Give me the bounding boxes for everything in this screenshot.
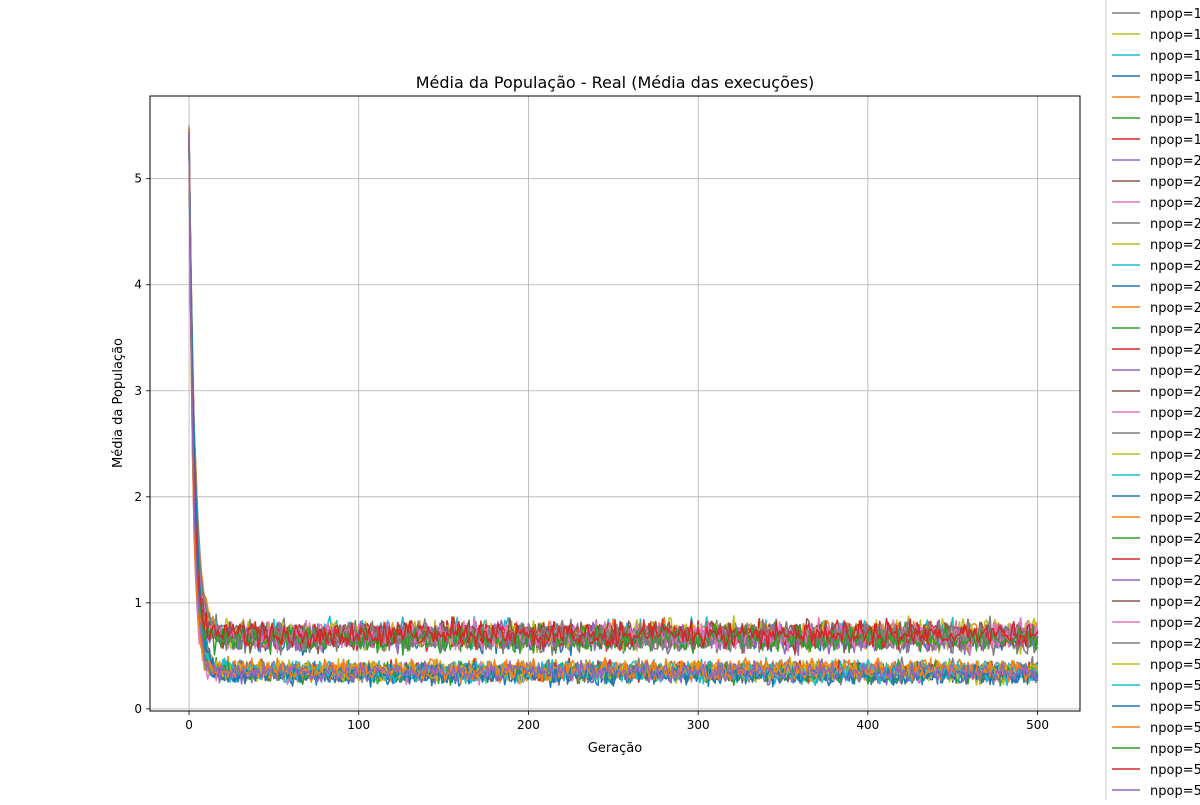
legend-label: npop=1	[1150, 70, 1200, 85]
legend-label: npop=2	[1150, 448, 1200, 463]
legend-label: npop=2	[1150, 616, 1200, 631]
legend-label: npop=2	[1150, 469, 1200, 484]
legend-label: npop=2	[1150, 574, 1200, 589]
y-tick-label: 5	[134, 172, 142, 186]
plot-frame	[149, 95, 1081, 712]
legend-label: npop=5	[1150, 763, 1200, 778]
legend-label: npop=5	[1150, 784, 1200, 799]
legend-label: npop=2	[1150, 322, 1200, 337]
legend-label: npop=2	[1150, 154, 1200, 169]
y-tick-label: 2	[134, 490, 142, 504]
x-tick-label: 200	[517, 718, 540, 732]
y-tick-label: 0	[134, 702, 142, 716]
legend-label: npop=2	[1150, 259, 1200, 274]
y-tick-label: 3	[134, 384, 142, 398]
legend-label: npop=1	[1150, 112, 1200, 127]
series-lines	[188, 125, 1039, 689]
legend-label: npop=2	[1150, 364, 1200, 379]
y-tick-label: 1	[134, 596, 142, 610]
chart-title: Média da População - Real (Média das exe…	[416, 73, 815, 92]
legend-label: npop=1	[1150, 91, 1200, 106]
legend-label: npop=2	[1150, 196, 1200, 211]
x-tick-label: 0	[185, 718, 193, 732]
x-tick-label: 100	[347, 718, 370, 732]
legend-label: npop=2	[1150, 427, 1200, 442]
legend-label: npop=5	[1150, 721, 1200, 736]
legend-label: npop=2	[1150, 238, 1200, 253]
legend-label: npop=2	[1150, 385, 1200, 400]
legend-label: npop=2	[1150, 595, 1200, 610]
series-line	[188, 132, 1039, 685]
legend: npop=1 npop=1 npop=1 npop=1 npop=1 npop=1 npop…	[1105, 0, 1200, 800]
x-tick-label: 400	[856, 718, 879, 732]
legend-label: npop=2	[1150, 175, 1200, 190]
legend-label: npop=2	[1150, 217, 1200, 232]
x-tick-label: 300	[687, 718, 710, 732]
legend-label: npop=5	[1150, 658, 1200, 673]
grid	[150, 96, 1080, 711]
legend-label: npop=2	[1150, 343, 1200, 358]
x-tick-label: 500	[1026, 718, 1049, 732]
y-tick-label: 4	[134, 278, 142, 292]
legend-label: npop=1	[1150, 7, 1200, 22]
legend-label: npop=5	[1150, 742, 1200, 757]
legend-label: npop=2	[1150, 532, 1200, 547]
series-line	[188, 138, 1039, 688]
legend-label: npop=2	[1150, 511, 1200, 526]
legend-label: npop=2	[1150, 637, 1200, 652]
legend-label: npop=1	[1150, 28, 1200, 43]
legend-label: npop=2	[1150, 406, 1200, 421]
x-axis-label: Geração	[588, 741, 642, 756]
legend-label: npop=2	[1150, 553, 1200, 568]
legend-label: npop=2	[1150, 280, 1200, 295]
legend-label: npop=5	[1150, 700, 1200, 715]
legend-label: npop=1	[1150, 133, 1200, 148]
y-axis-label: Média da População	[111, 338, 126, 468]
legend-label: npop=2	[1150, 490, 1200, 505]
legend-label: npop=5	[1150, 679, 1200, 694]
legend-label: npop=1	[1150, 49, 1200, 64]
series-line	[188, 135, 1039, 651]
axis-ticks: 0 100 200 300 400 500 0 1 2 3 4 5	[134, 172, 1049, 732]
legend-label: npop=2	[1150, 301, 1200, 316]
